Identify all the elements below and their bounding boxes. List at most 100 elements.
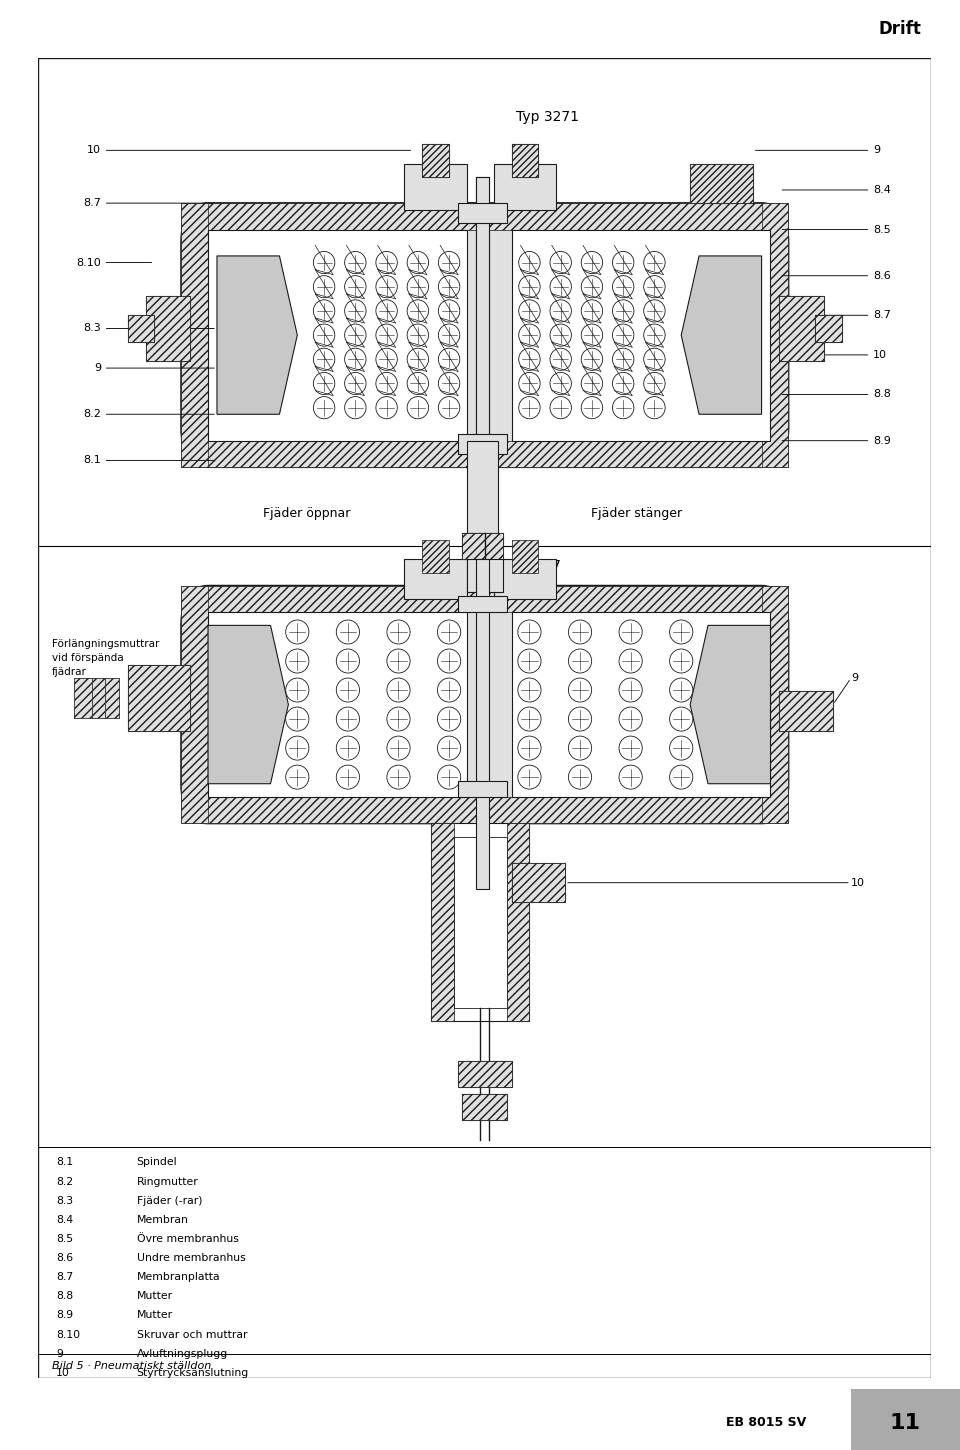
Ellipse shape: [376, 373, 397, 394]
Ellipse shape: [644, 276, 665, 297]
Ellipse shape: [336, 679, 359, 702]
Bar: [512, 863, 565, 902]
Text: Mutter: Mutter: [136, 1292, 173, 1301]
Ellipse shape: [670, 621, 693, 644]
Bar: [507, 824, 530, 1021]
Ellipse shape: [336, 650, 359, 673]
Text: 8.10: 8.10: [76, 258, 101, 267]
Text: Mutter: Mutter: [136, 1311, 173, 1321]
Ellipse shape: [345, 300, 366, 322]
Text: Bild 5 · Pneumatiskt ställdon: Bild 5 · Pneumatiskt ställdon: [52, 1360, 211, 1370]
Ellipse shape: [438, 621, 461, 644]
Text: Spindel: Spindel: [136, 1157, 178, 1167]
Bar: [181, 203, 788, 229]
Ellipse shape: [286, 679, 309, 702]
Ellipse shape: [612, 323, 634, 347]
Text: Drift: Drift: [878, 20, 922, 39]
Ellipse shape: [387, 679, 410, 702]
Bar: [453, 837, 507, 1008]
Ellipse shape: [407, 348, 428, 370]
Ellipse shape: [612, 397, 634, 419]
Text: 8.4: 8.4: [874, 186, 891, 194]
Ellipse shape: [568, 766, 591, 789]
Ellipse shape: [518, 323, 540, 347]
Ellipse shape: [581, 373, 603, 394]
Ellipse shape: [517, 708, 541, 731]
Text: EB 8015 SV: EB 8015 SV: [726, 1417, 806, 1430]
Bar: [181, 441, 788, 467]
Ellipse shape: [313, 251, 335, 274]
Polygon shape: [217, 255, 298, 415]
Ellipse shape: [313, 348, 335, 370]
Bar: [815, 315, 842, 342]
Ellipse shape: [407, 323, 428, 347]
Text: Avluftningsplugg: Avluftningsplugg: [136, 1348, 228, 1359]
Bar: [512, 539, 539, 573]
Bar: [208, 229, 467, 441]
Ellipse shape: [612, 373, 634, 394]
Ellipse shape: [518, 251, 540, 274]
Ellipse shape: [387, 708, 410, 731]
Ellipse shape: [581, 348, 603, 370]
Bar: [493, 560, 556, 599]
Ellipse shape: [387, 621, 410, 644]
Ellipse shape: [619, 679, 642, 702]
Ellipse shape: [644, 251, 665, 274]
Ellipse shape: [376, 323, 397, 347]
Ellipse shape: [619, 737, 642, 760]
Ellipse shape: [670, 766, 693, 789]
Bar: [87, 679, 106, 718]
Ellipse shape: [644, 300, 665, 322]
Text: 10: 10: [851, 877, 865, 887]
Ellipse shape: [438, 679, 461, 702]
Ellipse shape: [581, 397, 603, 419]
Ellipse shape: [518, 397, 540, 419]
Ellipse shape: [644, 397, 665, 419]
Bar: [431, 824, 530, 1021]
Bar: [780, 692, 833, 731]
Text: Typ 3277: Typ 3277: [498, 560, 561, 573]
Ellipse shape: [438, 766, 461, 789]
Polygon shape: [208, 625, 288, 783]
Bar: [761, 203, 788, 467]
Ellipse shape: [581, 276, 603, 297]
Ellipse shape: [612, 251, 634, 274]
Ellipse shape: [644, 373, 665, 394]
Bar: [181, 798, 788, 824]
Bar: [208, 612, 467, 798]
Ellipse shape: [387, 650, 410, 673]
Ellipse shape: [313, 276, 335, 297]
Ellipse shape: [439, 373, 460, 394]
Text: 9: 9: [874, 145, 880, 155]
Bar: [512, 229, 771, 441]
Text: 8.3: 8.3: [84, 323, 101, 334]
Text: 8.6: 8.6: [874, 271, 891, 281]
Bar: [493, 164, 556, 210]
Ellipse shape: [345, 323, 366, 347]
Ellipse shape: [550, 300, 571, 322]
Ellipse shape: [568, 708, 591, 731]
Ellipse shape: [286, 708, 309, 731]
Text: 10: 10: [87, 145, 101, 155]
Ellipse shape: [612, 348, 634, 370]
FancyBboxPatch shape: [181, 203, 788, 467]
Bar: [463, 1093, 507, 1121]
Ellipse shape: [568, 737, 591, 760]
Ellipse shape: [670, 650, 693, 673]
Ellipse shape: [619, 621, 642, 644]
Text: 8.5: 8.5: [874, 225, 891, 235]
Ellipse shape: [345, 397, 366, 419]
Ellipse shape: [517, 679, 541, 702]
Bar: [463, 1093, 507, 1121]
Bar: [512, 144, 539, 177]
Text: 9: 9: [57, 1348, 63, 1359]
Ellipse shape: [313, 373, 335, 394]
Bar: [74, 679, 92, 718]
Ellipse shape: [568, 679, 591, 702]
Bar: [690, 164, 753, 203]
Text: 10: 10: [874, 349, 887, 360]
Ellipse shape: [407, 397, 428, 419]
Bar: [780, 296, 824, 361]
Text: Membranplatta: Membranplatta: [136, 1272, 220, 1282]
Ellipse shape: [517, 650, 541, 673]
